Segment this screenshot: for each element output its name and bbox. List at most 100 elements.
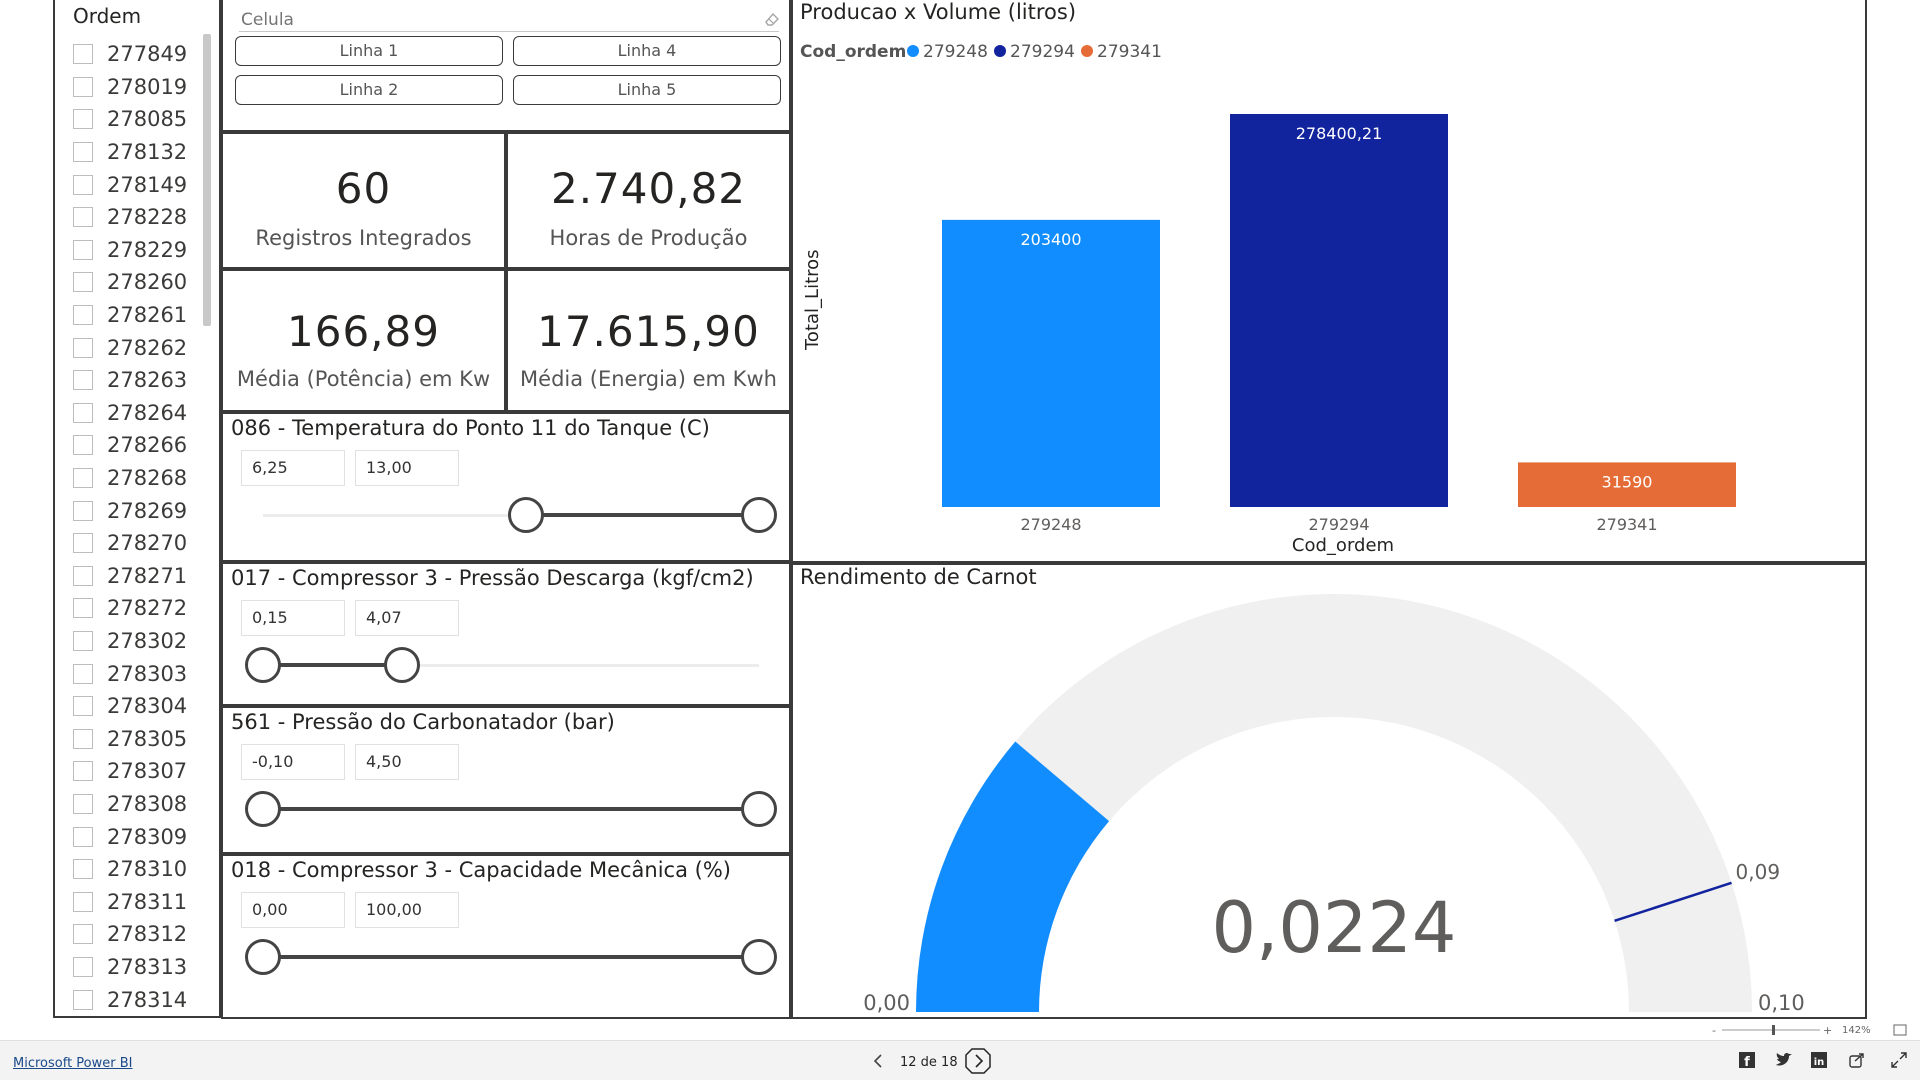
- ordem-checkbox[interactable]: [73, 793, 93, 814]
- ordem-item[interactable]: 278269: [73, 494, 203, 527]
- ordem-item[interactable]: 278304: [73, 690, 203, 723]
- fullscreen-icon[interactable]: [1890, 1051, 1908, 1069]
- ordem-item[interactable]: 278229: [73, 234, 203, 267]
- ordem-checkbox[interactable]: [73, 598, 93, 619]
- ordem-checkbox[interactable]: [73, 44, 93, 65]
- share-icon[interactable]: [1848, 1051, 1866, 1069]
- bar-279294[interactable]: [1230, 114, 1448, 507]
- gauge-fill[interactable]: [916, 741, 1110, 1012]
- ordem-checkbox[interactable]: [73, 891, 93, 912]
- ordem-item[interactable]: 278263: [73, 364, 203, 397]
- bar-279248[interactable]: [942, 219, 1160, 508]
- ordem-item[interactable]: 278271: [73, 560, 203, 593]
- ordem-checkbox[interactable]: [73, 272, 93, 293]
- ordem-checkbox[interactable]: [73, 337, 93, 358]
- zoom-in-icon[interactable]: +: [1823, 1024, 1832, 1037]
- fit-to-page-icon[interactable]: [1893, 1024, 1907, 1036]
- ordem-checkbox[interactable]: [73, 500, 93, 521]
- next-page-icon[interactable]: [963, 1046, 993, 1076]
- ordem-checkbox[interactable]: [73, 989, 93, 1010]
- zoom-out-icon[interactable]: -: [1712, 1024, 1716, 1037]
- ordem-scrollbar[interactable]: [203, 34, 211, 326]
- ordem-item[interactable]: 278309: [73, 820, 203, 853]
- bar-279341[interactable]: [1518, 462, 1736, 507]
- range-track[interactable]: [263, 664, 759, 667]
- range-max-input[interactable]: 100,00: [355, 892, 459, 928]
- ordem-item[interactable]: 278308: [73, 788, 203, 821]
- celula-search-input[interactable]: [239, 8, 779, 32]
- range-min-input[interactable]: 6,25: [241, 450, 345, 486]
- ordem-checkbox[interactable]: [73, 761, 93, 782]
- ordem-checkbox[interactable]: [73, 533, 93, 554]
- range-max-input[interactable]: 13,00: [355, 450, 459, 486]
- ordem-item[interactable]: 278303: [73, 657, 203, 690]
- range-min-input[interactable]: 0,00: [241, 892, 345, 928]
- range-min-input[interactable]: -0,10: [241, 744, 345, 780]
- ordem-item[interactable]: 278270: [73, 527, 203, 560]
- range-high-handle[interactable]: [741, 791, 777, 827]
- ordem-checkbox[interactable]: [73, 207, 93, 228]
- range-high-handle[interactable]: [741, 939, 777, 975]
- ordem-checkbox[interactable]: [73, 696, 93, 717]
- linha-2-button[interactable]: Linha 2: [235, 75, 503, 105]
- previous-page-icon[interactable]: [868, 1051, 888, 1071]
- range-low-handle[interactable]: [245, 939, 281, 975]
- ordem-checkbox[interactable]: [73, 402, 93, 423]
- range-max-input[interactable]: 4,50: [355, 744, 459, 780]
- ordem-item[interactable]: 278311: [73, 885, 203, 918]
- linha-1-button[interactable]: Linha 1: [235, 36, 503, 66]
- ordem-checkbox[interactable]: [73, 76, 93, 97]
- range-low-handle[interactable]: [507, 497, 544, 533]
- ordem-item[interactable]: 278305: [73, 722, 203, 755]
- linkedin-icon[interactable]: in: [1810, 1051, 1828, 1069]
- ordem-item[interactable]: 278266: [73, 429, 203, 462]
- ordem-item[interactable]: 278132: [73, 136, 203, 169]
- ordem-checkbox[interactable]: [73, 630, 93, 651]
- ordem-checkbox[interactable]: [73, 826, 93, 847]
- powerbi-link[interactable]: Microsoft Power BI: [13, 1056, 133, 1071]
- ordem-item[interactable]: 278302: [73, 625, 203, 658]
- ordem-checkbox[interactable]: [73, 305, 93, 326]
- linha-4-button[interactable]: Linha 4: [513, 36, 781, 66]
- ordem-item[interactable]: 278268: [73, 462, 203, 495]
- ordem-item[interactable]: 278261: [73, 299, 203, 332]
- ordem-item[interactable]: 278260: [73, 266, 203, 299]
- ordem-checkbox[interactable]: [73, 174, 93, 195]
- ordem-item[interactable]: 278307: [73, 755, 203, 788]
- linha-5-button[interactable]: Linha 5: [513, 75, 781, 105]
- facebook-icon[interactable]: f: [1738, 1051, 1756, 1069]
- ordem-checkbox[interactable]: [73, 435, 93, 456]
- ordem-checkbox[interactable]: [73, 859, 93, 880]
- zoom-slider-thumb[interactable]: [1772, 1025, 1775, 1035]
- range-min-input[interactable]: 0,15: [241, 600, 345, 636]
- ordem-checkbox[interactable]: [73, 663, 93, 684]
- range-high-handle[interactable]: [741, 497, 777, 533]
- ordem-item[interactable]: 278085: [73, 103, 203, 136]
- ordem-item[interactable]: 278312: [73, 918, 203, 951]
- ordem-item[interactable]: 278149: [73, 168, 203, 201]
- eraser-icon[interactable]: [763, 10, 781, 28]
- ordem-item[interactable]: 278264: [73, 397, 203, 430]
- ordem-checkbox[interactable]: [73, 924, 93, 945]
- ordem-item[interactable]: 278019: [73, 71, 203, 104]
- ordem-checkbox[interactable]: [73, 565, 93, 586]
- ordem-checkbox[interactable]: [73, 468, 93, 489]
- twitter-icon[interactable]: [1774, 1051, 1794, 1069]
- ordem-checkbox[interactable]: [73, 109, 93, 130]
- ordem-checkbox[interactable]: [73, 142, 93, 163]
- ordem-item[interactable]: 278262: [73, 331, 203, 364]
- ordem-item[interactable]: 278272: [73, 592, 203, 625]
- range-max-input[interactable]: 4,07: [355, 600, 459, 636]
- ordem-item[interactable]: 278310: [73, 853, 203, 886]
- ordem-item[interactable]: 278313: [73, 951, 203, 984]
- range-low-handle[interactable]: [245, 791, 281, 827]
- ordem-item[interactable]: 278314: [73, 983, 203, 1016]
- ordem-item[interactable]: 278228: [73, 201, 203, 234]
- ordem-item[interactable]: 277849: [73, 38, 203, 71]
- ordem-checkbox[interactable]: [73, 370, 93, 391]
- ordem-checkbox[interactable]: [73, 956, 93, 977]
- range-high-handle[interactable]: [383, 647, 420, 683]
- ordem-checkbox[interactable]: [73, 728, 93, 749]
- range-low-handle[interactable]: [245, 647, 281, 683]
- ordem-checkbox[interactable]: [73, 239, 93, 260]
